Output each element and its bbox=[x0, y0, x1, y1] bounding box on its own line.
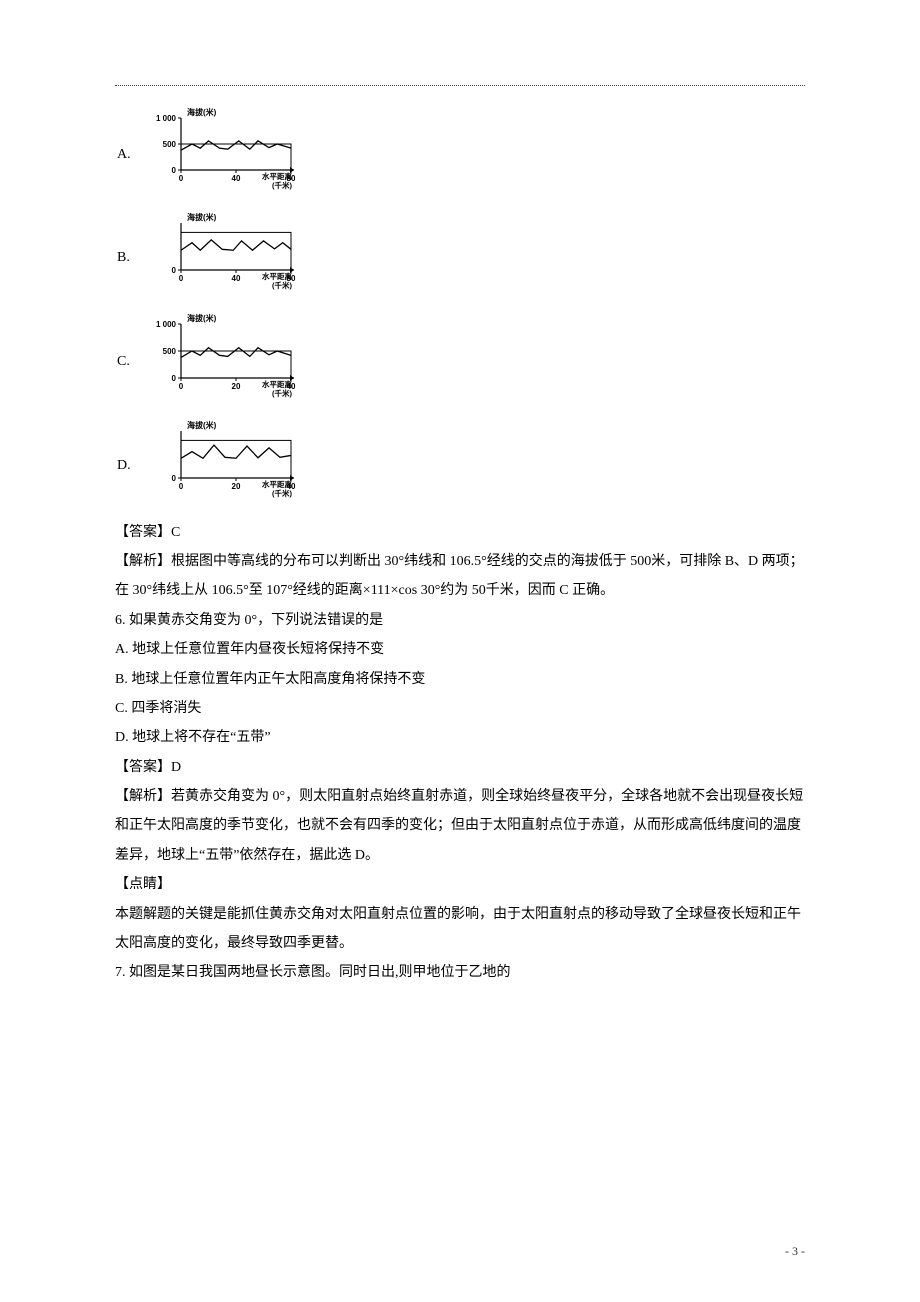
svg-text:0: 0 bbox=[179, 174, 184, 183]
page: A. 海拔(米)05001 00004080水平距离(千米) B. 海拔(米)0… bbox=[0, 0, 920, 1302]
svg-text:水平距离: 水平距离 bbox=[262, 379, 292, 389]
svg-text:1 000: 1 000 bbox=[156, 114, 177, 123]
option-a-row: A. 海拔(米)05001 00004080水平距离(千米) bbox=[115, 104, 805, 205]
svg-text:40: 40 bbox=[232, 274, 241, 283]
q7-stem: 7. 如图是某日我国两地昼长示意图。同时日出,则甲地位于乙地的 bbox=[115, 958, 805, 987]
svg-text:0: 0 bbox=[172, 374, 177, 383]
option-a-chart: 海拔(米)05001 00004080水平距离(千米) bbox=[147, 104, 297, 205]
q6-b: B. 地球上任意位置年内正午太阳高度角将保持不变 bbox=[115, 665, 805, 694]
q5-explain: 【解析】根据图中等高线的分布可以判断出 30°纬线和 106.5°经线的交点的海… bbox=[115, 547, 805, 606]
svg-text:40: 40 bbox=[232, 174, 241, 183]
q6-answer: 【答案】D bbox=[115, 753, 805, 782]
svg-text:20: 20 bbox=[232, 382, 241, 391]
svg-text:0: 0 bbox=[172, 166, 177, 175]
svg-text:水平距离: 水平距离 bbox=[262, 479, 292, 489]
option-a-label: A. bbox=[115, 140, 147, 169]
svg-text:(千米): (千米) bbox=[272, 180, 292, 190]
svg-text:(千米): (千米) bbox=[272, 488, 292, 498]
q5-answer: 【答案】C bbox=[115, 518, 805, 547]
option-c-chart: 海拔(米)05001 00002040水平距离(千米) bbox=[147, 310, 297, 413]
svg-text:0: 0 bbox=[179, 382, 184, 391]
q6-hint-text: 本题解题的关键是能抓住黄赤交角对太阳直射点位置的影响，由于太阳直射点的移动导致了… bbox=[115, 900, 805, 959]
svg-text:500: 500 bbox=[163, 140, 177, 149]
svg-text:海拔(米): 海拔(米) bbox=[187, 212, 217, 222]
q6-a: A. 地球上任意位置年内昼夜长短将保持不变 bbox=[115, 635, 805, 664]
svg-text:(千米): (千米) bbox=[272, 388, 292, 398]
q6-explain: 【解析】若黄赤交角变为 0°，则太阳直射点始终直射赤道，则全球始终昼夜平分，全球… bbox=[115, 782, 805, 870]
option-b-chart: 海拔(米)004080水平距离(千米) bbox=[147, 209, 297, 305]
q6-d: D. 地球上将不存在“五带” bbox=[115, 723, 805, 752]
svg-text:0: 0 bbox=[179, 482, 184, 491]
svg-text:水平距离: 水平距离 bbox=[262, 271, 292, 281]
page-number: - 3 - bbox=[785, 1239, 805, 1264]
option-d-label: D. bbox=[115, 451, 147, 480]
svg-text:海拔(米): 海拔(米) bbox=[187, 313, 217, 323]
q6-c: C. 四季将消失 bbox=[115, 694, 805, 723]
svg-text:1 000: 1 000 bbox=[156, 320, 177, 329]
q6-hint-label: 【点睛】 bbox=[115, 870, 805, 899]
svg-text:0: 0 bbox=[172, 474, 177, 483]
option-b-row: B. 海拔(米)004080水平距离(千米) bbox=[115, 209, 805, 305]
svg-text:500: 500 bbox=[163, 347, 177, 356]
q6-stem: 6. 如果黄赤交角变为 0°，下列说法错误的是 bbox=[115, 606, 805, 635]
svg-text:海拔(米): 海拔(米) bbox=[187, 420, 217, 430]
option-b-label: B. bbox=[115, 243, 147, 272]
option-c-row: C. 海拔(米)05001 00002040水平距离(千米) bbox=[115, 310, 805, 413]
svg-text:海拔(米): 海拔(米) bbox=[187, 107, 217, 117]
header-rule bbox=[115, 85, 805, 86]
svg-text:20: 20 bbox=[232, 482, 241, 491]
option-d-chart: 海拔(米)002040水平距离(千米) bbox=[147, 417, 297, 513]
option-c-label: C. bbox=[115, 347, 147, 376]
svg-text:水平距离: 水平距离 bbox=[262, 171, 292, 181]
svg-text:(千米): (千米) bbox=[272, 280, 292, 290]
svg-text:0: 0 bbox=[179, 274, 184, 283]
option-d-row: D. 海拔(米)002040水平距离(千米) bbox=[115, 417, 805, 513]
svg-text:0: 0 bbox=[172, 266, 177, 275]
